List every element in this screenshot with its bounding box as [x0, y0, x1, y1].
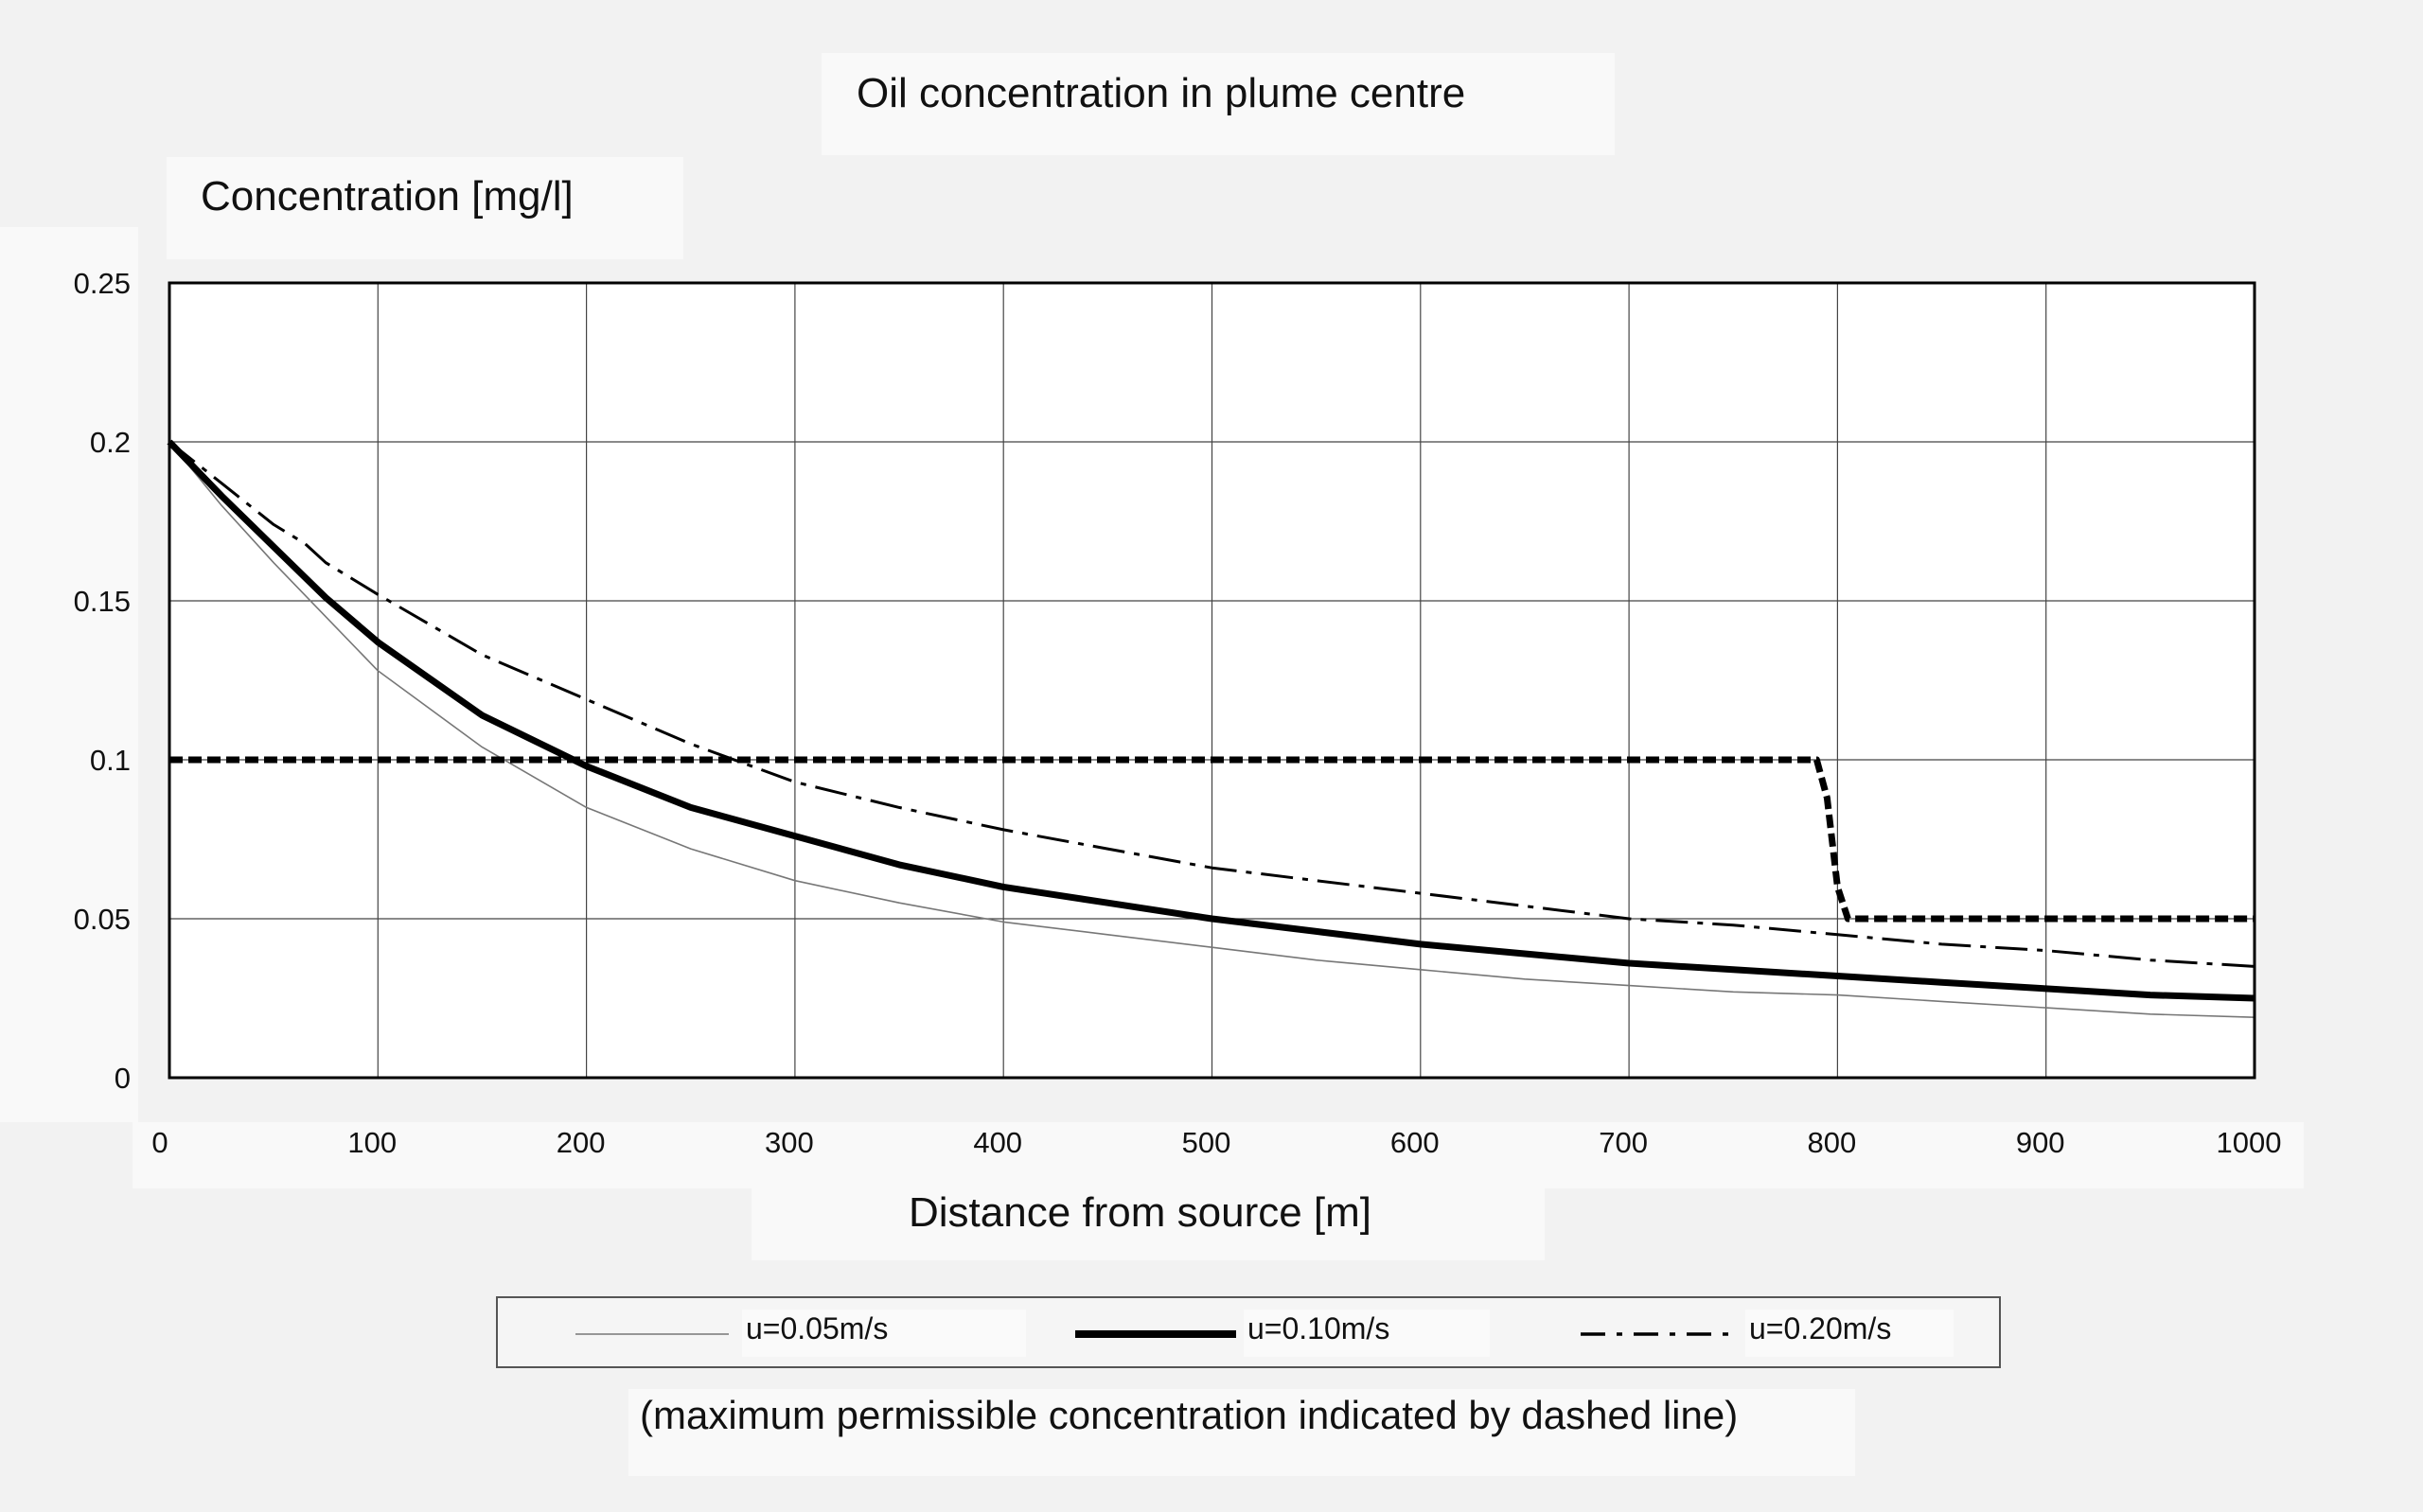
y-tick-label: 0.15 [74, 585, 131, 618]
legend-label-2: u=0.10m/s [1247, 1311, 1390, 1345]
y-axis-title-background [167, 157, 683, 259]
plot-frame [168, 281, 2256, 1080]
x-tick-label: 0 [151, 1126, 168, 1159]
series-line-thick [167, 439, 2255, 1002]
x-tick-label: 600 [1390, 1126, 1440, 1159]
series-line-dashed [169, 756, 2255, 923]
x-ticks-background [133, 1122, 2304, 1188]
y-tick-label: 0.25 [74, 267, 131, 300]
chart-title: Oil concentration in plume centre [857, 70, 1466, 116]
x-tick-label: 700 [1599, 1126, 1648, 1159]
y-axis-title: Concentration [mg/l] [201, 173, 574, 220]
x-tick-label: 1000 [2217, 1126, 2282, 1159]
legend-chip-1 [742, 1310, 1026, 1357]
x-tick-label: 100 [347, 1126, 397, 1159]
y-axis-ticks: 0 0.05 0.1 0.15 0.2 0.25 [74, 267, 131, 1095]
legend-swatches [575, 1330, 1734, 1338]
x-tick-label: 200 [557, 1126, 606, 1159]
legend-chip-3 [1745, 1310, 1954, 1357]
series-line-dashdot [168, 440, 2255, 968]
footnote-background [628, 1389, 1855, 1476]
x-axis-title-background [752, 1188, 1545, 1260]
y-tick-label: 0.05 [74, 903, 131, 936]
x-tick-label: 500 [1182, 1126, 1231, 1159]
series-layer [167, 439, 2255, 1018]
x-axis-title: Distance from source [m] [909, 1189, 1372, 1236]
footnote: (maximum permissible concentration indic… [640, 1393, 1739, 1437]
x-tick-label: 300 [765, 1126, 814, 1159]
legend: u=0.05m/s u=0.10m/s u=0.20m/s [496, 1296, 2001, 1368]
y-tick-label: 0 [115, 1062, 131, 1095]
x-tick-label: 800 [1808, 1126, 1857, 1159]
legend-label-3: u=0.20m/s [1749, 1311, 1892, 1345]
x-axis-ticks: 0 100 200 300 400 500 600 700 800 900 1000 [151, 1126, 2281, 1159]
y-tick-label: 0.1 [90, 744, 131, 777]
y-tick-label: 0.2 [90, 426, 131, 459]
legend-label-1: u=0.05m/s [746, 1311, 889, 1345]
legend-chip-2 [1244, 1310, 1490, 1357]
title-background [822, 53, 1615, 155]
series-line-thin [168, 441, 2255, 1018]
y-ticks-background [0, 227, 138, 1122]
x-tick-label: 900 [2016, 1126, 2065, 1159]
x-tick-label: 400 [973, 1126, 1022, 1159]
